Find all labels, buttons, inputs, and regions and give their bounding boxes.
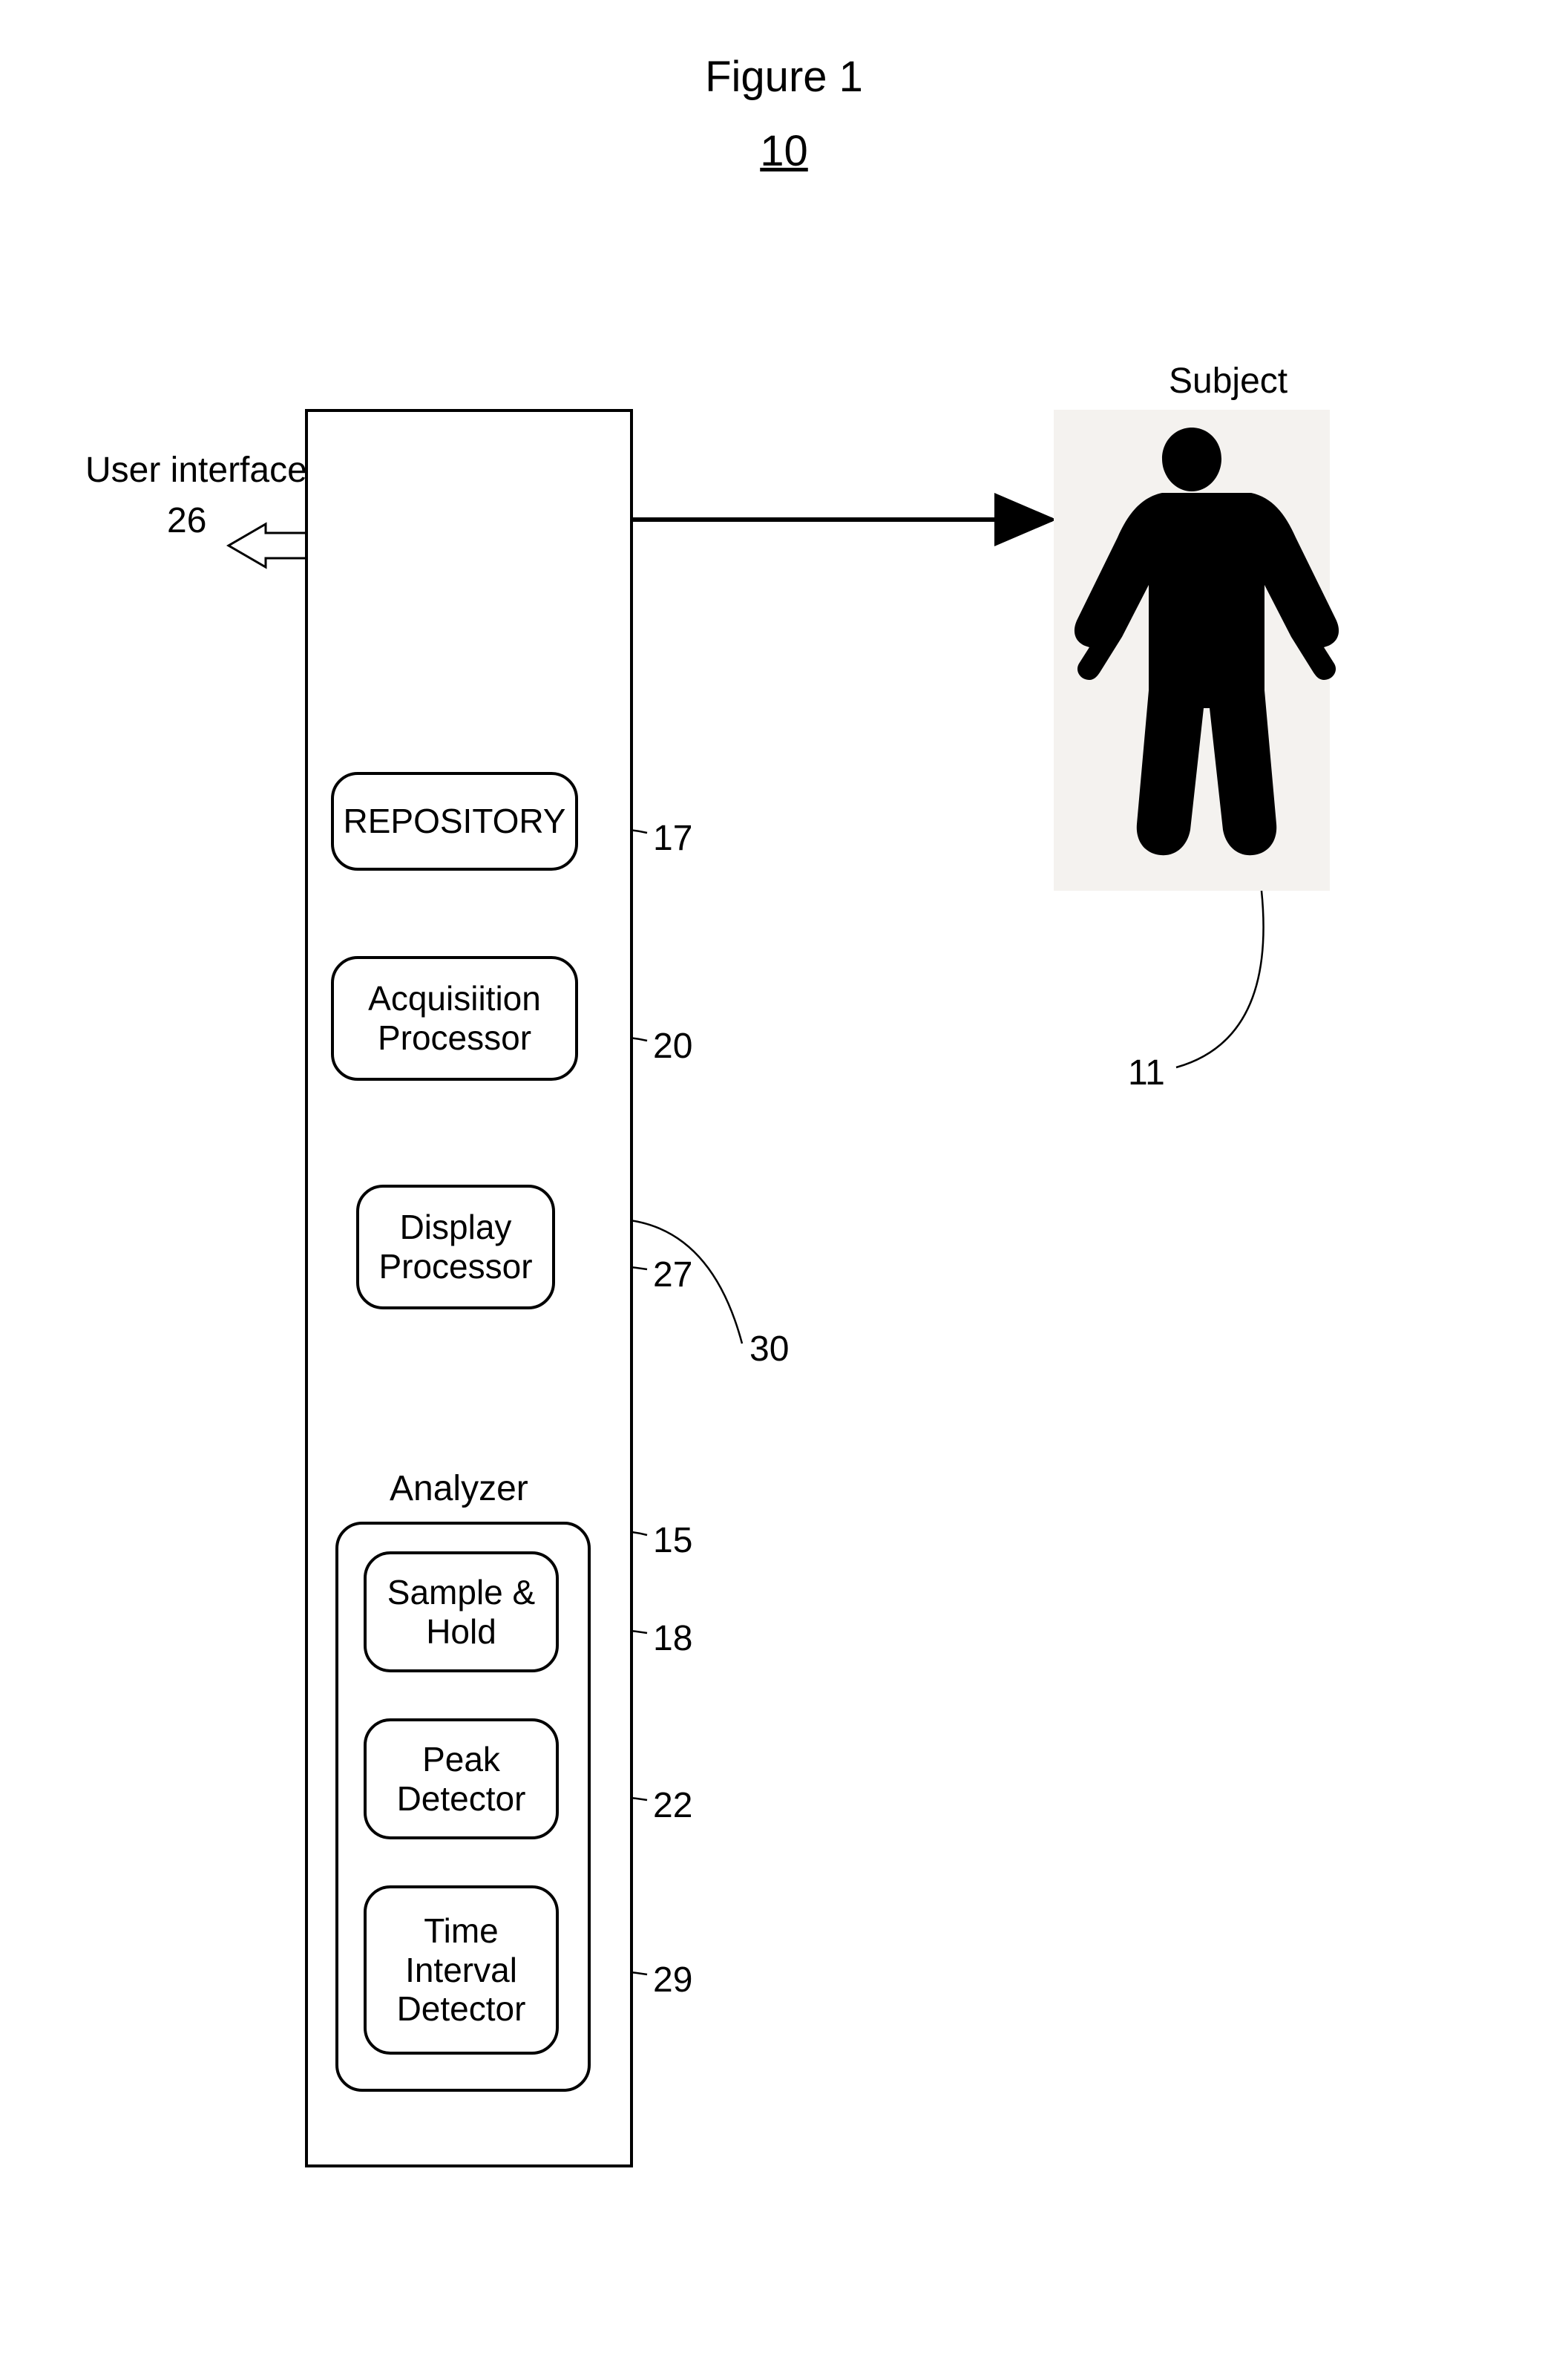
ref-17: 17 <box>653 818 692 859</box>
module-acquisition-label: Acquisiition Processor <box>368 979 541 1058</box>
figure-page: Figure 1 10 <box>0 0 1568 2379</box>
connector-layer <box>0 0 1568 2379</box>
ref-26: 26 <box>167 500 206 541</box>
module-peak-label: Peak Detector <box>397 1740 526 1819</box>
leader-11 <box>1176 891 1264 1067</box>
module-repository: REPOSITORY <box>331 772 578 871</box>
ref-30: 30 <box>749 1329 789 1370</box>
ref-15: 15 <box>653 1520 692 1561</box>
module-time-interval: Time Interval Detector <box>364 1885 559 2055</box>
module-peak: Peak Detector <box>364 1718 559 1839</box>
ref-11: 11 <box>1128 1053 1165 1093</box>
module-sample-hold-label: Sample & Hold <box>387 1573 535 1652</box>
module-acquisition: Acquisiition Processor <box>331 956 578 1081</box>
ref-20: 20 <box>653 1026 692 1067</box>
module-display-label: Display Processor <box>378 1208 532 1286</box>
module-sample-hold: Sample & Hold <box>364 1551 559 1672</box>
ref-22: 22 <box>653 1785 692 1826</box>
analyzer-title: Analyzer <box>390 1468 528 1509</box>
ref-29: 29 <box>653 1960 692 2000</box>
module-repository-label: REPOSITORY <box>344 802 566 841</box>
label-subject: Subject <box>1169 361 1287 402</box>
label-user-interface: User interface <box>85 450 307 491</box>
ref-27: 27 <box>653 1254 692 1295</box>
ref-18: 18 <box>653 1618 692 1659</box>
module-display: Display Processor <box>356 1185 555 1309</box>
module-time-interval-label: Time Interval Detector <box>397 1911 526 2029</box>
